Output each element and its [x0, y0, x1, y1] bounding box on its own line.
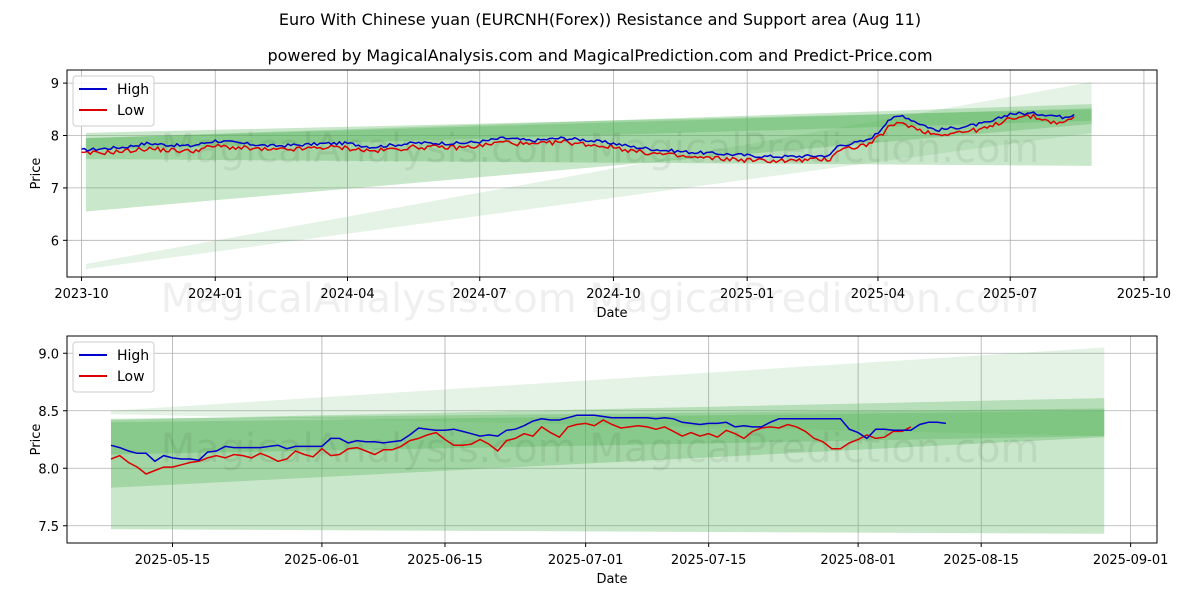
legend-high-label: High: [117, 82, 149, 98]
x-tick-label: 2025-04: [851, 287, 905, 302]
band-area-1: [85, 82, 1092, 270]
x-axis-label: Date: [596, 572, 627, 587]
chart-panel-2: MagicalAnalysis.com MagicalPrediction.co…: [29, 335, 1169, 587]
series-lines: [110, 414, 947, 475]
x-tick-label: 2024-10: [586, 287, 640, 302]
high-series-line: [110, 414, 947, 463]
legend-low-label: Low: [117, 369, 145, 385]
x-tick-label: 2024-04: [320, 287, 374, 302]
band-area-2: [85, 104, 1092, 212]
legend-low-label: Low: [117, 103, 145, 119]
low-series-line: [81, 113, 1075, 164]
y-axis-label: Price: [29, 424, 44, 456]
x-tick-label: 2024-01: [188, 287, 242, 302]
watermark-text: MagicalAnalysis.com MagicalPrediction.co…: [161, 426, 1040, 472]
band-area-2: [110, 398, 1105, 488]
watermark-text: MagicalAnalysis.com MagicalPrediction.co…: [161, 126, 1040, 172]
high-series-line: [81, 111, 1075, 159]
x-tick-label: 2025-09-01: [1093, 553, 1169, 568]
y-tick-label: 9: [51, 77, 59, 92]
chart-title: Euro With Chinese yuan (EURCNH(Forex)) R…: [278, 10, 922, 29]
legend-high-label: High: [117, 348, 149, 364]
y-tick-label: 6: [51, 234, 59, 249]
low-series-line: [110, 419, 912, 475]
series-lines: [81, 111, 1075, 164]
chart-subtitle: powered by MagicalAnalysis.com and Magic…: [267, 46, 933, 65]
y-tick-label: 9.0: [38, 347, 59, 362]
watermark-text: MagicalAnalysis.com MagicalPrediction.co…: [161, 276, 1040, 322]
x-tick-label: 2025-08-15: [943, 553, 1019, 568]
legend: High Low: [72, 341, 155, 393]
chart-panel-1: MagicalAnalysis.com MagicalPrediction.co…: [29, 69, 1171, 322]
y-axis-label: Price: [29, 158, 44, 190]
x-tick-label: 2025-08-01: [820, 553, 896, 568]
band-area-3: [85, 109, 1092, 166]
x-tick-label: 2024-07: [453, 287, 507, 302]
x-tick-label: 2023-10: [54, 287, 108, 302]
x-axis-label: Date: [596, 306, 627, 321]
x-tick-label: 2025-01: [720, 287, 774, 302]
support-resistance-bands: [85, 82, 1092, 270]
legend: High Low: [72, 75, 155, 127]
y-tick-label: 7: [51, 182, 59, 197]
x-tick-label: 2025-05-15: [135, 553, 211, 568]
y-tick-label: 8.5: [38, 405, 59, 420]
x-tick-label: 2025-07-01: [548, 553, 624, 568]
band-area-1: [110, 347, 1105, 437]
plot-frame: [66, 335, 1158, 544]
x-tick-label: 2025-06-15: [407, 553, 483, 568]
band-area-4: [110, 410, 1105, 455]
plot-frame: [66, 69, 1158, 278]
x-tick-label: 2025-06-01: [284, 553, 360, 568]
x-tick-label: 2025-10: [1117, 287, 1171, 302]
x-tick-label: 2025-07: [983, 287, 1037, 302]
y-tick-label: 8.0: [38, 462, 59, 477]
y-tick-label: 7.5: [38, 520, 59, 535]
y-tick-label: 8: [51, 130, 59, 145]
x-tick-label: 2025-07-15: [671, 553, 747, 568]
band-area-4: [85, 108, 1092, 151]
